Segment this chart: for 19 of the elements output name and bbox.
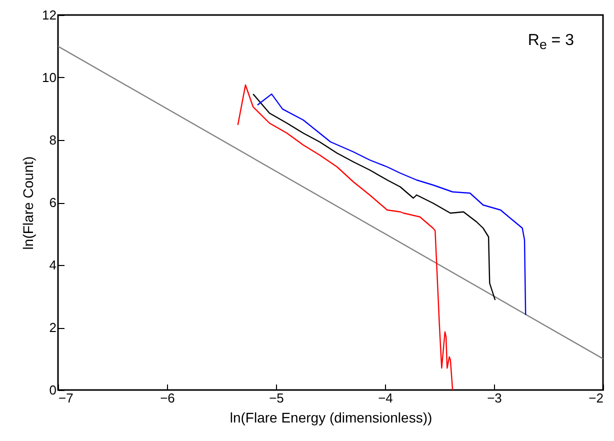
y-tick-label: 6 (49, 195, 56, 210)
x-tick-label: −3 (487, 390, 502, 406)
y-axis-title: ln(Flare Count) (20, 156, 36, 250)
line-series (256, 93, 526, 316)
x-tick-label: −7 (58, 390, 74, 406)
y-tick-label: 12 (42, 8, 56, 22)
x-tick-label: −4 (378, 390, 393, 406)
annotation: R$_{e}$ = 3 (528, 32, 574, 52)
y-tick-label: 8 (49, 132, 56, 148)
x-tick-label: −6 (160, 390, 175, 406)
line-series (237, 84, 454, 390)
x-axis-title: ln(Flare Energy (dimensionless)) (230, 410, 432, 426)
y-tick-label: 0 (49, 382, 56, 398)
line-series (252, 93, 496, 301)
y-tick-label: 2 (49, 320, 56, 335)
y-tick-label: 10 (42, 70, 56, 85)
y-tick-label: 4 (49, 258, 56, 272)
x-tick-label: −5 (269, 390, 284, 406)
x-tick-label: −2 (588, 390, 604, 406)
